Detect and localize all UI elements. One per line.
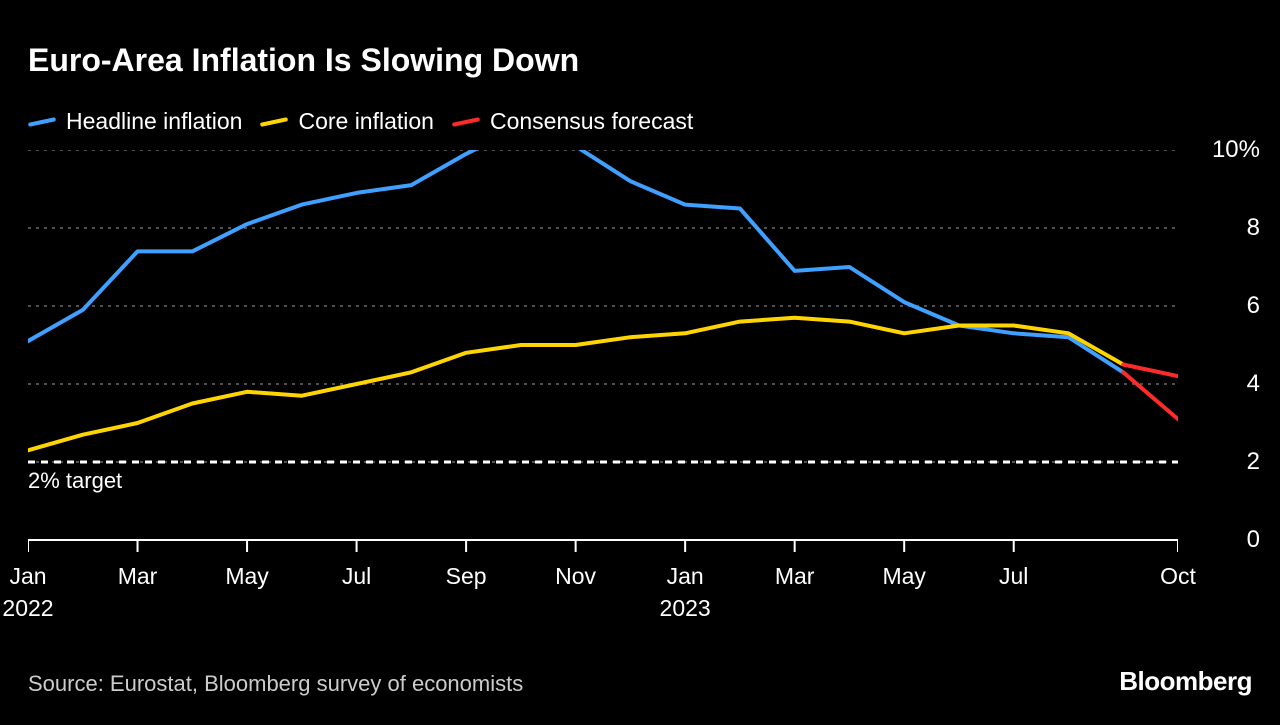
target-label: 2% target: [28, 468, 122, 494]
y-tick-label: 10%: [1212, 136, 1260, 164]
x-tick-label: Jan2022: [2, 560, 53, 624]
plot-svg: [28, 150, 1178, 560]
legend-swatch-forecast: [452, 117, 480, 127]
chart-container: Euro-Area Inflation Is Slowing Down Head…: [0, 0, 1280, 725]
y-tick-label: 4: [1247, 370, 1260, 398]
chart-title: Euro-Area Inflation Is Slowing Down: [28, 42, 579, 79]
brand-logo: Bloomberg: [1119, 666, 1252, 697]
legend-swatch-headline: [28, 117, 56, 127]
x-tick-label: Oct: [1160, 560, 1196, 592]
x-tick-label: Sep: [446, 560, 487, 592]
x-tick-label: May: [225, 560, 268, 592]
legend-label-forecast: Consensus forecast: [490, 108, 693, 135]
legend-label-headline: Headline inflation: [66, 108, 242, 135]
x-tick-label: Mar: [118, 560, 158, 592]
legend-item-forecast: Consensus forecast: [452, 108, 693, 135]
x-tick-label: Jul: [342, 560, 371, 592]
x-tick-label: May: [882, 560, 925, 592]
legend-item-headline: Headline inflation: [28, 108, 242, 135]
plot-area: [28, 150, 1178, 540]
x-tick-label: Jul: [999, 560, 1028, 592]
legend-item-core: Core inflation: [260, 108, 434, 135]
x-tick-label: Nov: [555, 560, 596, 592]
y-tick-label: 0: [1247, 526, 1260, 554]
x-tick-label: Mar: [775, 560, 815, 592]
y-tick-label: 6: [1247, 292, 1260, 320]
legend-label-core: Core inflation: [298, 108, 434, 135]
x-tick-label: Jan2023: [660, 560, 711, 624]
legend-swatch-core: [260, 117, 288, 127]
y-tick-label: 2: [1247, 448, 1260, 476]
y-tick-label: 8: [1247, 214, 1260, 242]
legend: Headline inflation Core inflation Consen…: [28, 108, 693, 135]
source-text: Source: Eurostat, Bloomberg survey of ec…: [28, 671, 523, 697]
